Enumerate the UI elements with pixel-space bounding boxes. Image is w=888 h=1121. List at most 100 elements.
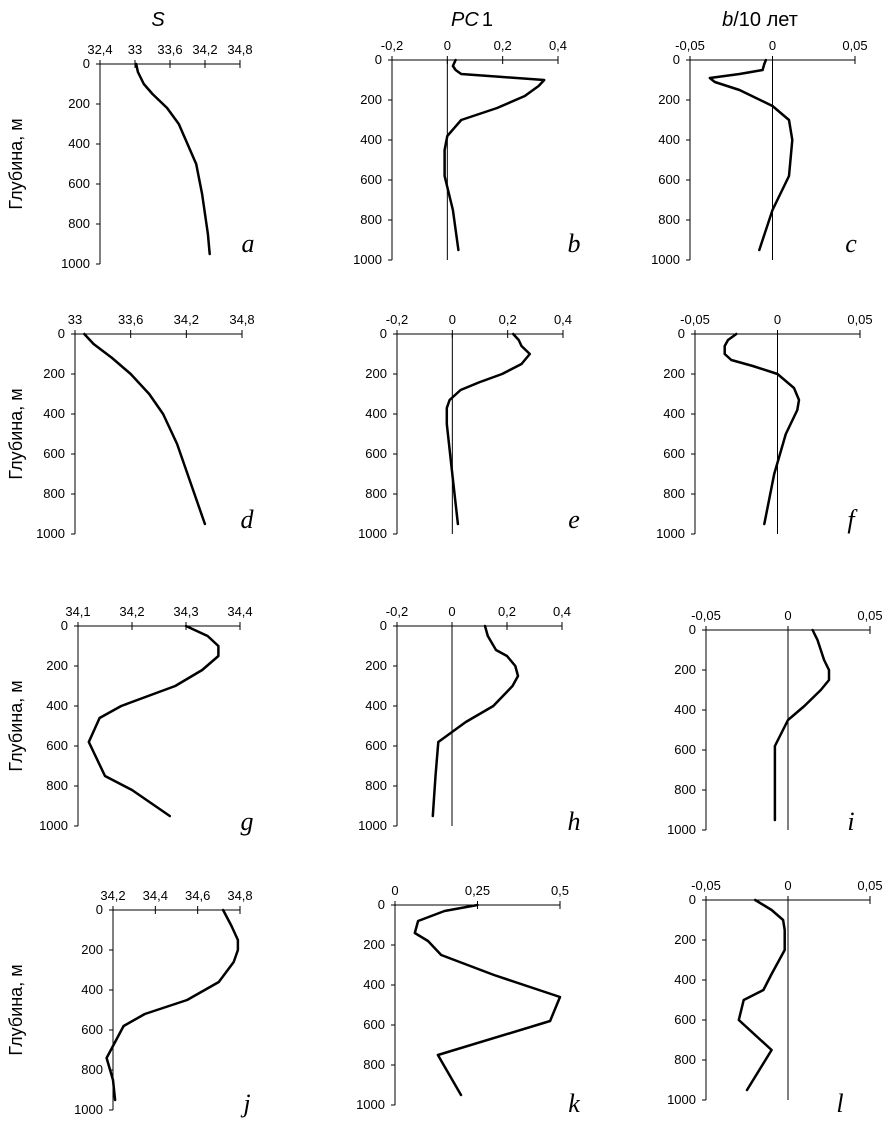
- x-tick-label: 34,2: [119, 604, 144, 619]
- y-tick-label: 200: [363, 937, 385, 952]
- column-title-trend: b/10 лет: [722, 9, 798, 31]
- y-tick-label: 400: [360, 132, 382, 147]
- y-tick-label: 400: [363, 977, 385, 992]
- y-tick-label: 1000: [656, 526, 685, 541]
- y-tick-label: 600: [81, 1022, 103, 1037]
- x-tick-label: 0: [784, 878, 791, 893]
- x-tick-label: 0: [784, 608, 791, 623]
- y-tick-label: 0: [61, 618, 68, 633]
- y-tick-label: 0: [375, 52, 382, 67]
- y-tick-label: 600: [68, 176, 90, 191]
- y-axis-title: Глубина, м: [6, 964, 26, 1055]
- y-tick-label: 0: [58, 326, 65, 341]
- x-tick-label: 34,3: [173, 604, 198, 619]
- series-line: [737, 898, 786, 1092]
- x-tick-label: -0,05: [691, 878, 721, 893]
- series-line: [445, 332, 532, 526]
- y-tick-label: 0: [378, 897, 385, 912]
- y-tick-label: 400: [365, 698, 387, 713]
- y-tick-label: 0: [689, 622, 696, 637]
- panel-label: d: [241, 505, 255, 534]
- y-tick-label: 0: [96, 902, 103, 917]
- panel-label: h: [568, 807, 581, 836]
- y-tick-label: 800: [658, 212, 680, 227]
- y-tick-label: 1000: [36, 526, 65, 541]
- panel-label: e: [568, 505, 580, 534]
- x-tick-label: -0,2: [386, 604, 408, 619]
- y-tick-label: 400: [674, 702, 696, 717]
- x-tick-label: 0,2: [498, 604, 516, 619]
- y-tick-label: 200: [43, 366, 65, 381]
- x-tick-label: -0,05: [675, 38, 705, 53]
- column-title-trend-rest: /10 лет: [733, 9, 798, 31]
- y-tick-label: 800: [81, 1062, 103, 1077]
- x-tick-label: 0,2: [494, 38, 512, 53]
- y-axis-title: Глубина, м: [6, 680, 26, 771]
- y-tick-label: 1000: [39, 818, 68, 833]
- y-axis-title: Глубина, м: [6, 388, 26, 479]
- panel-label: a: [242, 229, 255, 258]
- column-title-pc1: PC 1: [451, 9, 493, 31]
- y-tick-label: 600: [43, 446, 65, 461]
- x-tick-label: 34,4: [143, 888, 168, 903]
- y-tick-label: 200: [365, 366, 387, 381]
- y-tick-label: 800: [674, 1052, 696, 1067]
- y-tick-label: 200: [663, 366, 685, 381]
- x-tick-label: 0: [769, 38, 776, 53]
- y-tick-label: 400: [43, 406, 65, 421]
- y-tick-label: 1000: [358, 818, 387, 833]
- x-tick-label: 34,2: [192, 42, 217, 57]
- y-tick-label: 800: [674, 782, 696, 797]
- panel-d: 33 33,6 34,2 34,8 0 200 400 600 800 1000 Глубина, …: [6, 312, 255, 541]
- series-line: [83, 332, 207, 526]
- series-line: [443, 58, 546, 252]
- x-tick-label: 34,8: [227, 888, 252, 903]
- x-tick-label: 34,1: [65, 604, 90, 619]
- x-tick-label: 34,2: [174, 312, 199, 327]
- x-tick-label: 0,4: [553, 604, 571, 619]
- y-tick-label: 600: [674, 742, 696, 757]
- y-tick-label: 0: [380, 326, 387, 341]
- y-tick-label: 400: [365, 406, 387, 421]
- x-tick-label: 34,8: [229, 312, 254, 327]
- series-line: [134, 62, 211, 256]
- y-tick-label: 1000: [356, 1097, 385, 1112]
- y-tick-label: 200: [365, 658, 387, 673]
- y-tick-label: 1000: [61, 256, 90, 271]
- panel-k: 0 0,25 0,5 0 200 400 600 800 1000 k: [356, 883, 580, 1118]
- series-line: [413, 903, 562, 1097]
- series-line: [431, 624, 520, 818]
- y-tick-label: 400: [81, 982, 103, 997]
- x-tick-label: -0,05: [691, 608, 721, 623]
- panels: 32,4 33 33,6 34,2 34,8 0 200 400 600 800 1000 Глуби…: [6, 38, 883, 1118]
- x-tick-label: 33,6: [118, 312, 143, 327]
- y-tick-label: 600: [365, 446, 387, 461]
- x-tick-label: 0,05: [847, 312, 872, 327]
- y-tick-label: 200: [674, 932, 696, 947]
- y-tick-label: 600: [46, 738, 68, 753]
- column-titles: S PC 1 b/10 лет: [151, 9, 798, 31]
- x-tick-label: 34,6: [185, 888, 210, 903]
- x-tick-label: 0,4: [554, 312, 572, 327]
- y-tick-label: 200: [658, 92, 680, 107]
- y-tick-label: 1000: [358, 526, 387, 541]
- y-tick-label: 1000: [74, 1102, 103, 1117]
- panel-label: i: [847, 807, 854, 836]
- column-title-trend-italic: b: [722, 9, 733, 31]
- x-tick-label: -0,2: [386, 312, 408, 327]
- x-tick-label: 0,05: [842, 38, 867, 53]
- x-tick-label: 0,05: [857, 608, 882, 623]
- y-tick-label: 600: [365, 738, 387, 753]
- x-tick-label: 0,4: [549, 38, 567, 53]
- y-tick-label: 1000: [667, 822, 696, 837]
- x-tick-label: 0: [448, 604, 455, 619]
- panel-a: 32,4 33 33,6 34,2 34,8 0 200 400 600 800 1000 Глуби…: [6, 42, 255, 271]
- x-tick-label: 32,4: [87, 42, 112, 57]
- panel-g: 34,1 34,2 34,3 34,4 0 200 400 600 800 1000 Глубина…: [6, 604, 254, 836]
